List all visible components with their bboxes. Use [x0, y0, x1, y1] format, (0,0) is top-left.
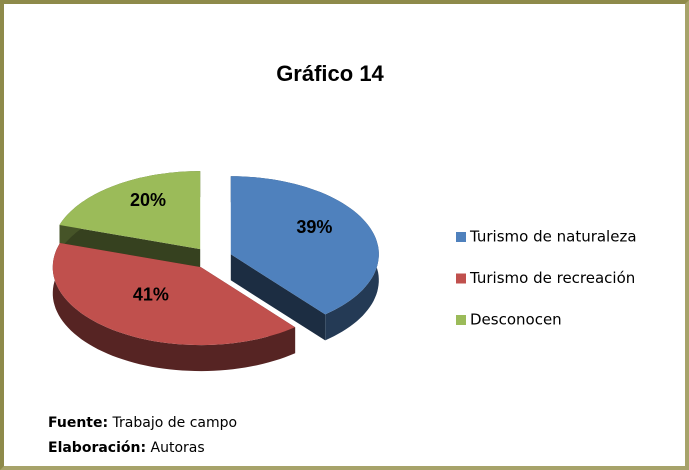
- author: Autoras: [151, 440, 205, 456]
- author-label: Elaboración:: [48, 440, 146, 456]
- data-label: 20%: [130, 190, 166, 210]
- pie-slice: [52, 243, 296, 372]
- footer-author: Elaboración: Autoras: [48, 440, 205, 456]
- slice-side: [230, 254, 326, 341]
- legend-label: Desconocen: [470, 311, 562, 329]
- legend-label: Turismo de recreación: [469, 269, 635, 287]
- source: Trabajo de campo: [112, 415, 238, 431]
- legend-swatch: [456, 273, 466, 284]
- footer-source: Fuente: Trabajo de campo: [48, 415, 237, 431]
- slice-rim: [52, 243, 296, 372]
- chart-title: Gráfico 14: [276, 61, 384, 86]
- legend-swatch: [456, 232, 466, 242]
- legend-label: Turismo de naturaleza: [469, 228, 637, 246]
- slice-top: [59, 171, 201, 250]
- slice-top: [230, 176, 379, 315]
- source-label: Fuente:: [48, 415, 108, 431]
- data-label: 41%: [133, 285, 169, 305]
- pie-slice: [230, 176, 379, 341]
- data-label: 39%: [296, 217, 332, 237]
- slice-top: [52, 243, 296, 346]
- legend-swatch: [456, 315, 466, 325]
